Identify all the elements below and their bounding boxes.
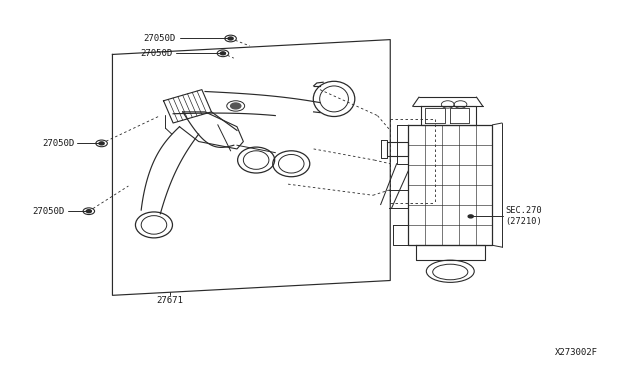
Circle shape [468, 215, 473, 218]
Circle shape [220, 52, 225, 55]
Text: 27050D: 27050D [42, 139, 74, 148]
Circle shape [99, 142, 104, 145]
Text: 27050D: 27050D [32, 207, 65, 216]
Text: 27671: 27671 [157, 296, 184, 305]
Circle shape [228, 37, 233, 40]
Text: X273002F: X273002F [555, 348, 598, 357]
Circle shape [230, 103, 241, 109]
Text: SEC.270
(27210): SEC.270 (27210) [505, 206, 542, 227]
Text: 27050D: 27050D [143, 34, 175, 43]
Text: 27050D: 27050D [140, 49, 173, 58]
Circle shape [86, 210, 92, 213]
